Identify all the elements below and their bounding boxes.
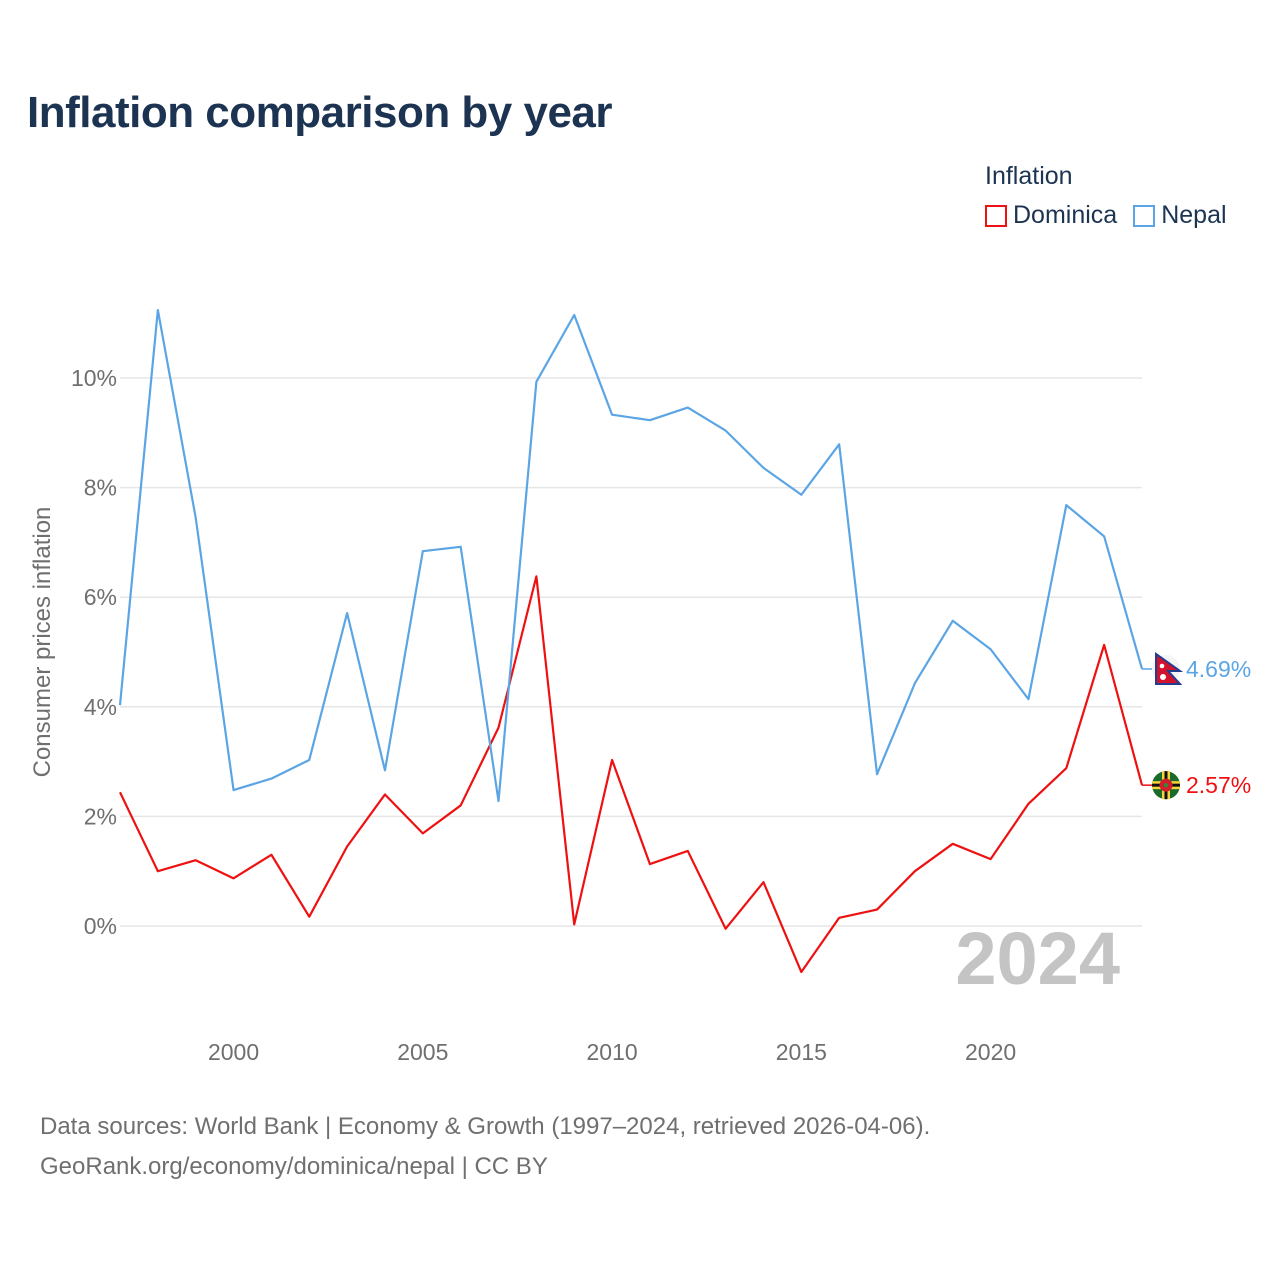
legend-swatch-nepal (1133, 204, 1156, 227)
y-tick-label: 4% (84, 694, 117, 720)
y-tick-label: 10% (71, 365, 117, 391)
legend-item-dominica[interactable]: Dominica (985, 201, 1117, 230)
y-axis-label: Consumer prices inflation (29, 507, 56, 778)
dominica-flag-icon (1152, 771, 1180, 800)
year-watermark: 2024 (955, 917, 1120, 1000)
source-line-2[interactable]: GeoRank.org/economy/dominica/nepal | CC … (40, 1153, 548, 1180)
legend: Inflation Dominica Nepal (985, 162, 1227, 230)
legend-swatch-dominica (985, 204, 1007, 227)
x-tick-label: 2015 (776, 1039, 827, 1065)
y-tick-label: 0% (84, 913, 117, 939)
end-label-dominica: 2.57% (1186, 772, 1251, 798)
x-tick-label: 2010 (586, 1039, 637, 1065)
y-tick-label: 2% (84, 803, 117, 829)
legend-label-dominica: Dominica (1013, 201, 1118, 229)
source-note: Data sources: World Bank | Economy & Gro… (40, 1107, 930, 1187)
nepal-flag-icon (1152, 652, 1184, 685)
x-tick-label: 2005 (397, 1039, 448, 1065)
legend-label-nepal: Nepal (1161, 201, 1227, 229)
legend-title: Inflation (985, 162, 1073, 190)
chart-title: Inflation comparison by year (27, 88, 613, 137)
x-tick-label: 2020 (965, 1039, 1016, 1065)
y-tick-label: 6% (84, 584, 117, 610)
end-label-nepal: 4.69% (1186, 656, 1251, 682)
source-line-1: Data sources: World Bank | Economy & Gro… (40, 1113, 931, 1140)
series-line-nepal[interactable] (118, 308, 1144, 803)
x-tick-label: 2000 (208, 1039, 259, 1065)
y-tick-label: 8% (84, 475, 117, 501)
legend-item-nepal[interactable]: Nepal (1133, 201, 1227, 230)
series-line-dominica[interactable] (119, 575, 1144, 974)
